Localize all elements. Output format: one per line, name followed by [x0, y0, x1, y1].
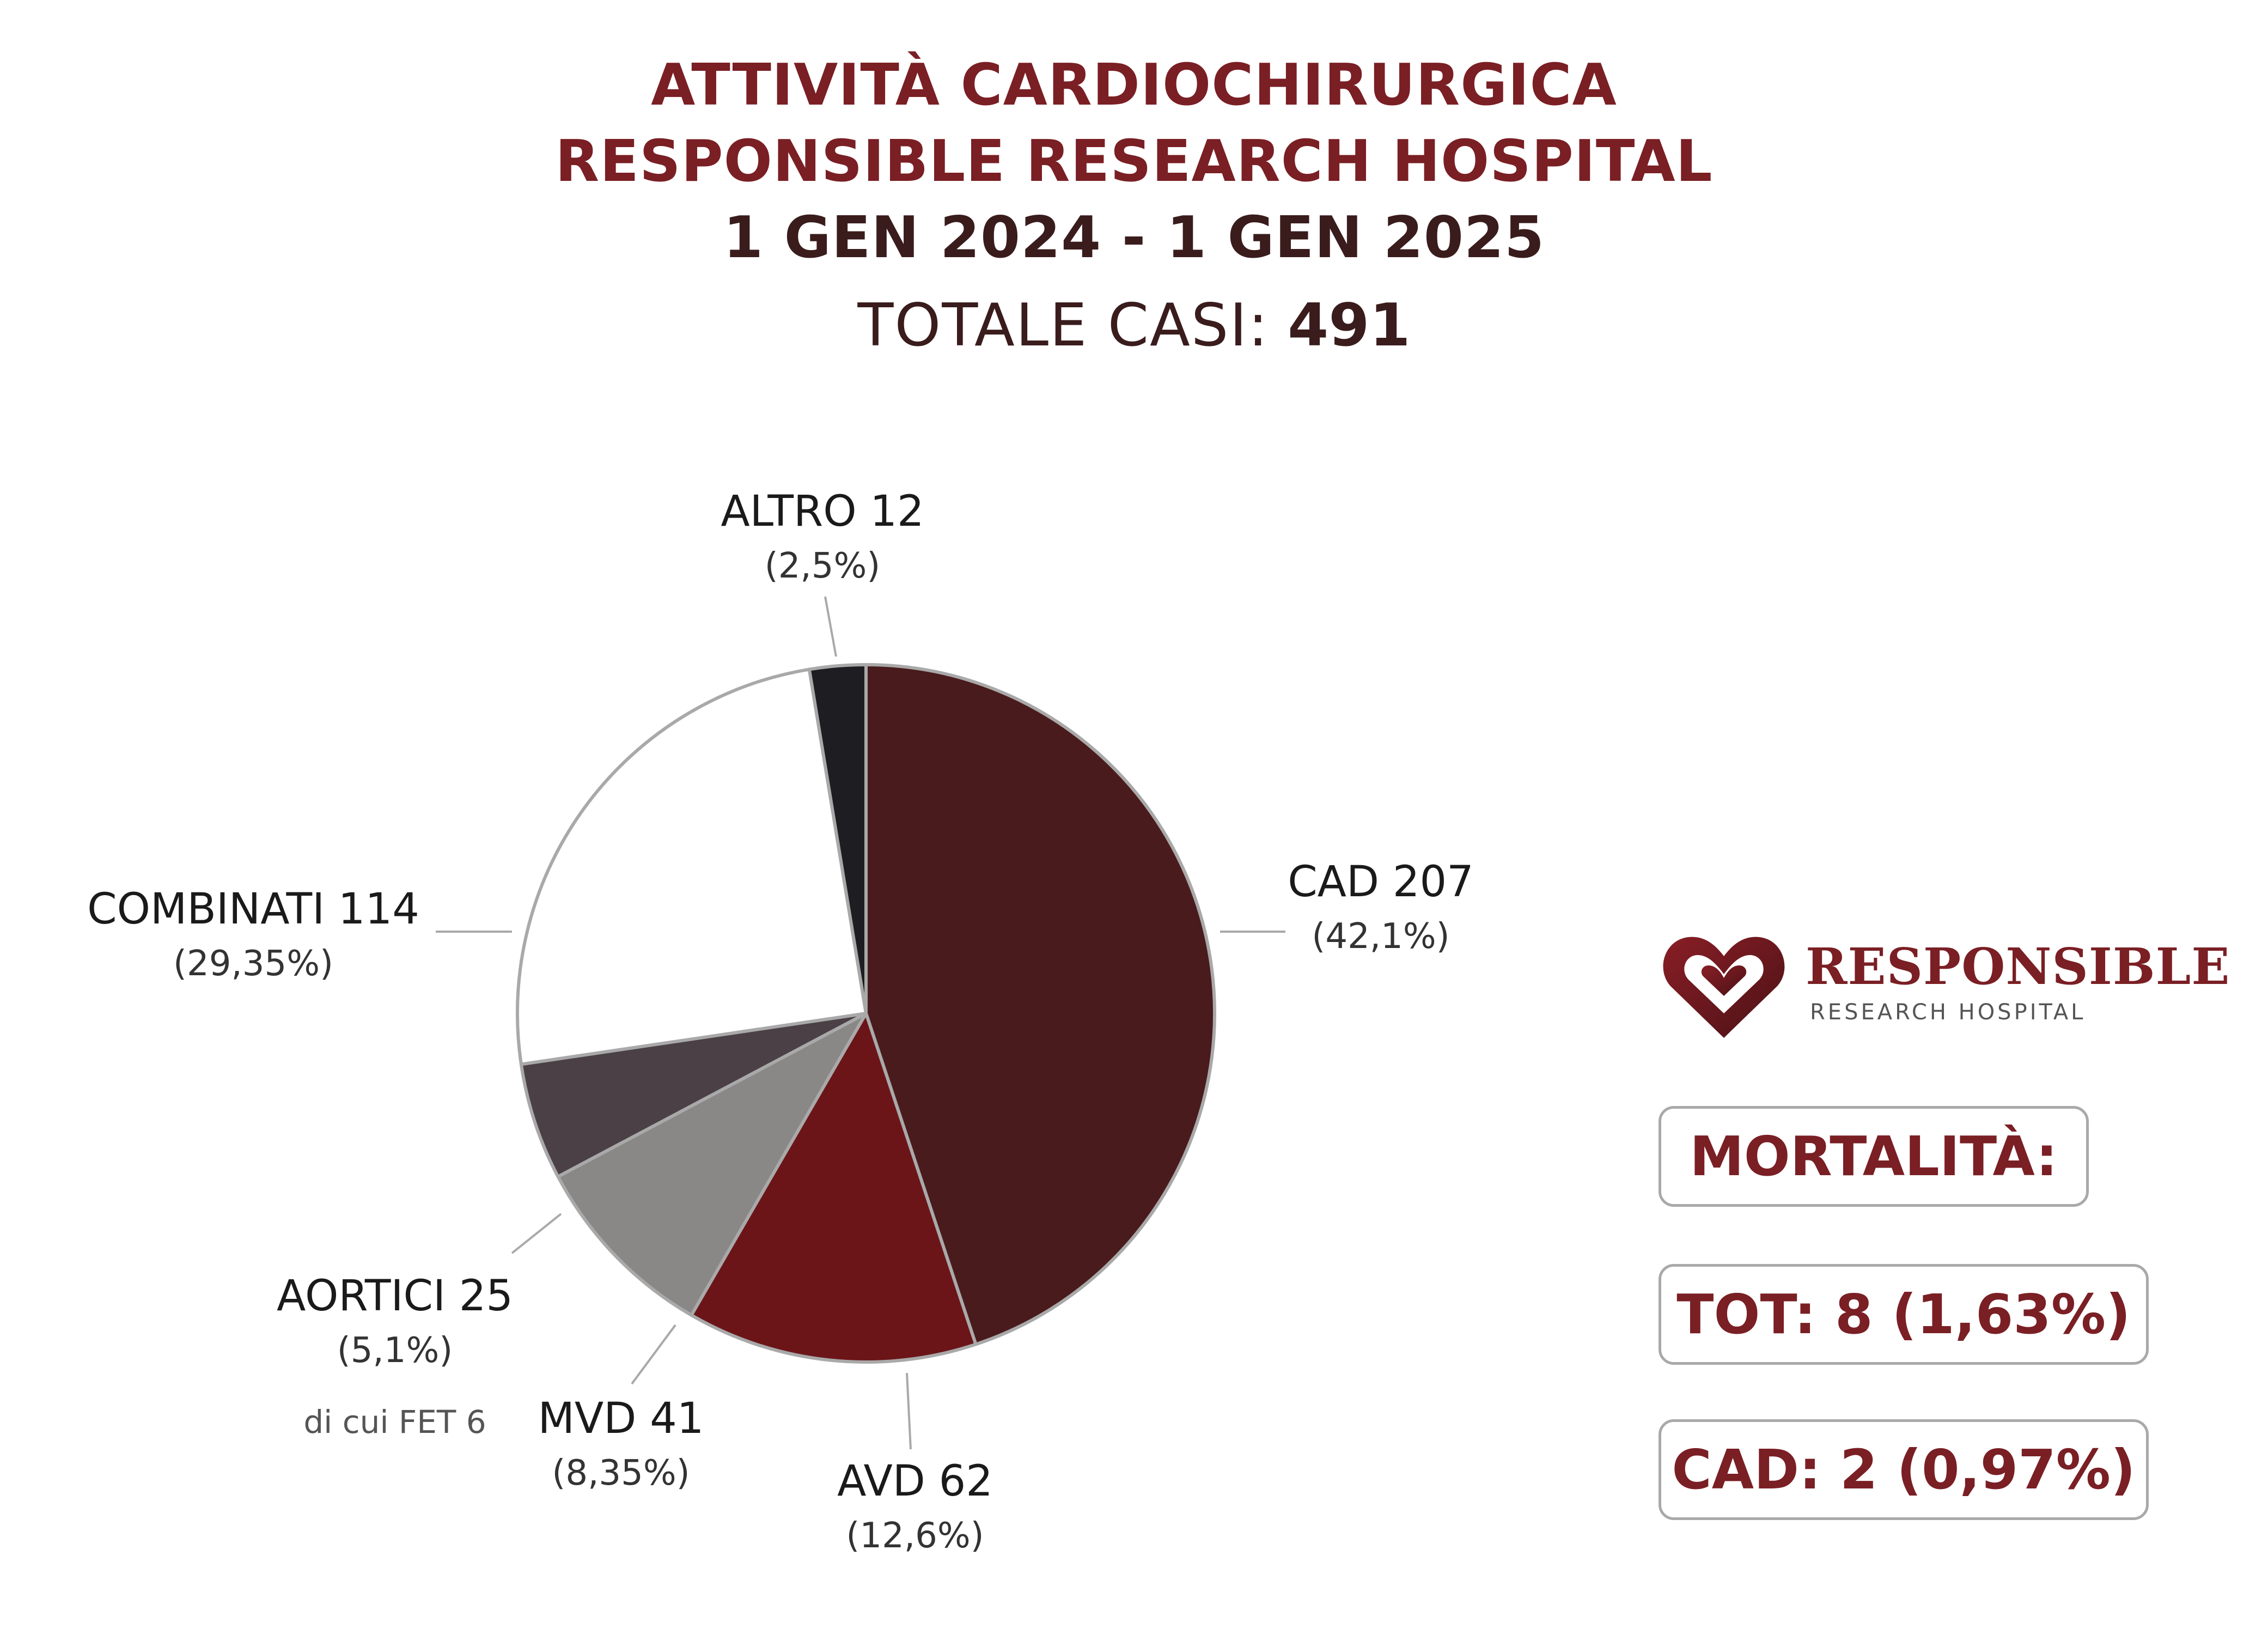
- slice-note-aortici: di cui FET 6: [303, 1403, 486, 1441]
- leader-line-altro: [824, 596, 837, 657]
- pie-slice-altro: [807, 663, 868, 1015]
- heart-icon: [1663, 937, 1785, 1038]
- mortality-cad: CAD: 2 (0,97%): [1672, 1438, 2136, 1502]
- slice-label-cad: CAD 207: [1288, 858, 1474, 907]
- pie-slice-combinati: [516, 667, 868, 1066]
- mortality-title: MORTALITÀ:: [1690, 1125, 2058, 1188]
- total-cases-label: TOTALE CASI:: [857, 291, 1269, 360]
- leader-lines: [436, 596, 1285, 1450]
- total-cases-value: 491: [1288, 291, 1411, 360]
- slice-label-avd: AVD 62: [837, 1457, 993, 1506]
- slice-percent-combinati: (29,35%): [173, 944, 333, 984]
- logo: RESPONSIBLE RESEARCH HOSPITAL: [1659, 926, 2229, 1046]
- title-line-3: 1 GEN 2024 - 1 GEN 2025: [723, 204, 1545, 271]
- mortality-title-box: MORTALITÀ:: [1659, 1106, 2089, 1207]
- title-line-2: RESPONSIBLE RESEARCH HOSPITAL: [555, 128, 1713, 195]
- pie-slice-avd: [690, 1012, 978, 1364]
- mortality-total: TOT: 8 (1,63%): [1676, 1283, 2131, 1346]
- mortality-total-box: TOT: 8 (1,63%): [1659, 1264, 2149, 1365]
- leader-line-avd: [906, 1372, 912, 1450]
- slice-percent-cad: (42,1%): [1312, 916, 1449, 957]
- leader-line-mvd: [631, 1324, 676, 1385]
- total-cases: TOTALE CASI: 491: [0, 291, 2268, 360]
- slice-label-combinati: COMBINATI 114: [87, 885, 419, 934]
- slice-label-altro: ALTRO 12: [721, 487, 924, 536]
- slice-percent-altro: (2,5%): [765, 546, 881, 586]
- slice-label-mvd: MVD 41: [538, 1394, 704, 1443]
- mortality-cad-box: CAD: 2 (0,97%): [1659, 1419, 2149, 1520]
- logo-name: RESPONSIBLE: [1806, 937, 2230, 996]
- pie-slice-aortici: [519, 1012, 868, 1178]
- slice-percent-mvd: (8,35%): [552, 1453, 690, 1493]
- slice-label-aortici: AORTICI 25: [277, 1272, 513, 1321]
- slice-percent-avd: (12,6%): [846, 1516, 984, 1556]
- slice-labels: CAD 207 (42,1%) AVD 62 (12,6%) MVD 41 (8,35%)…: [87, 487, 1474, 1556]
- slice-percent-aortici: (5,1%): [337, 1330, 453, 1371]
- pie-slice-mvd: [556, 1012, 868, 1317]
- logo-subtitle: RESEARCH HOSPITAL: [1810, 1000, 2086, 1025]
- title-line-1: ATTIVITÀ CARDIOCHIRURGICA: [651, 52, 1617, 118]
- pie-slices: [516, 663, 1216, 1364]
- leader-line-aortici: [511, 1213, 562, 1254]
- pie-slice-cad: [864, 663, 1216, 1346]
